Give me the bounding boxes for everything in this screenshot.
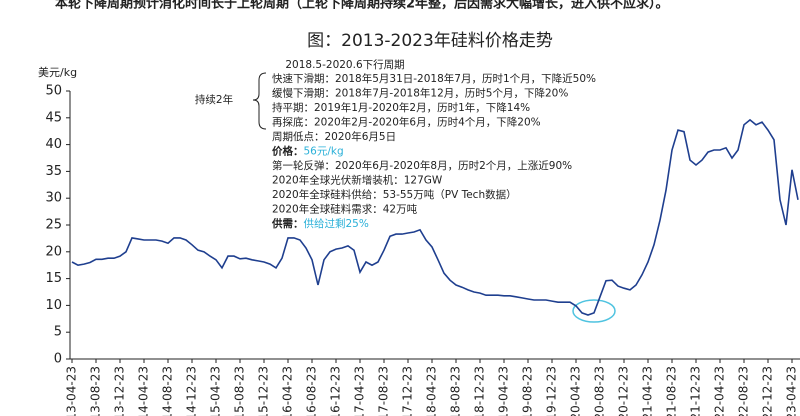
x-tick-label: 2020-08-23 [593,366,607,416]
y-tick-label: 35 [45,164,62,179]
x-tick-label: 2019-08-23 [521,366,535,416]
x-tick-label: 2014-08-23 [161,366,175,416]
annotation-header: 2018.5-2020.6下行周期 [285,58,404,71]
y-tick-label: 40 [45,137,62,152]
x-tick-label: 2015-12-23 [257,366,271,416]
y-tick-label: 30 [45,191,62,206]
chart-title: 图：2013-2023年硅料价格走势 [307,31,553,51]
y-tick-label: 50 [45,84,62,99]
y-tick-label: 20 [45,244,62,259]
annotation-line: 持平期：2019年1月-2020年2月，历时1年，下降14% [272,101,530,114]
bracket-label: 持续2年 [195,93,233,106]
x-tick-label: 2018-08-23 [449,366,463,416]
x-tick-label: 2022-04-23 [713,366,727,416]
y-tick-label: 10 [45,298,62,313]
annotation-line: 价格：56元/kg [272,145,344,158]
annotation-line: 缓慢下滑期：2018年7月-2018年12月，历时5个月，下降20% [272,87,568,100]
annotation-line: 2020年全球光伏新增装机：127GW [272,174,443,187]
x-tick-label: 2013-04-23 [65,366,79,416]
x-tick-label: 2016-04-23 [281,366,295,416]
y-axis-label: 美元/kg [38,66,77,79]
x-tick-label: 2020-04-23 [569,366,583,416]
x-tick-label: 2016-12-23 [329,366,343,416]
annotation-line: 再探底：2020年2月-2020年6月，历时4个月，下降20% [272,116,541,129]
annotation-label: 价格： [272,145,304,158]
x-tick-label: 2021-12-23 [689,366,703,416]
x-tick-label: 2019-12-23 [545,366,559,416]
x-tick-label: 2018-04-23 [425,366,439,416]
low-point-highlight [572,299,616,323]
x-tick-label: 2013-08-23 [89,366,103,416]
x-tick-label: 2014-12-23 [185,366,199,416]
x-tick-label: 2021-08-23 [665,366,679,416]
x-tick-label: 2020-12-23 [617,366,631,416]
y-tick-label: 25 [45,218,62,233]
x-tick-label: 2021-04-23 [641,366,655,416]
annotation-line: 快速下滑期：2018年5月31日-2018年7月，历时1个月，下降近50% [272,72,596,85]
annotation-line: 周期低点：2020年6月5日 [272,130,396,143]
annotation-line: 2020年全球硅料供给：53-55万吨（PV Tech数据） [272,188,517,201]
x-tick-label: 2022-08-23 [737,366,751,416]
y-tick-label: 15 [45,271,62,286]
annotation-value: 56元/kg [304,146,344,158]
annotation-value: 供给过剩25% [304,217,369,230]
y-tick-label: 45 [45,110,62,125]
y-tick-label: 5 [54,325,62,340]
price-line [71,118,799,316]
x-tick-label: 2019-04-23 [497,366,511,416]
header-note: 本轮下降周期预计消化时间长于上轮周期（上轮下降周期持续2年整，后因需求大幅增长，… [55,0,669,12]
x-tick-label: 2015-04-23 [209,366,223,416]
annotation-label: 供需： [271,217,304,230]
x-tick-label: 2017-12-23 [401,366,415,416]
x-tick-label: 2014-04-23 [137,366,151,416]
annotation-line: 供需：供给过剩25% [271,217,369,230]
x-tick-label: 2022-12-23 [761,366,775,416]
x-tick-label: 2017-08-23 [377,366,391,416]
x-tick-label: 2013-12-23 [113,366,127,416]
x-tick-label: 2016-08-23 [305,366,319,416]
annotation-line: 第一轮反弹：2020年6月-2020年8月，历时2个月，上涨近90% [272,159,572,172]
x-tick-label: 2023-04-23 [785,366,799,416]
x-tick-label: 2015-08-23 [233,366,247,416]
y-tick-label: 0 [54,352,62,367]
x-tick-label: 2018-12-23 [473,366,487,416]
bracket [252,72,267,130]
x-tick-label: 2017-04-23 [353,366,367,416]
annotation-line: 2020年全球硅料需求：42万吨 [272,203,418,216]
